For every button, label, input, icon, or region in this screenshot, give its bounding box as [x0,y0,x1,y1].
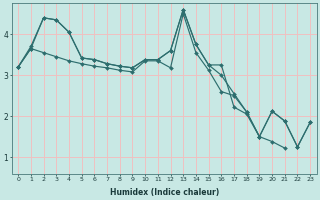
X-axis label: Humidex (Indice chaleur): Humidex (Indice chaleur) [109,188,219,197]
